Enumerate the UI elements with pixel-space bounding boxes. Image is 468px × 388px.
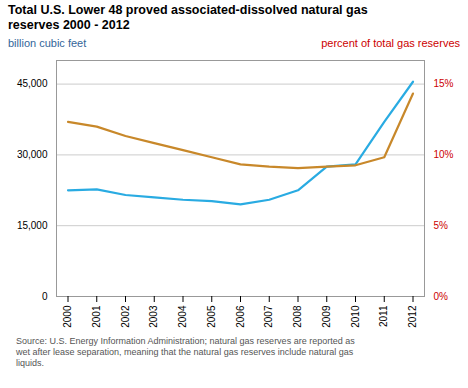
svg-text:0: 0 (42, 291, 48, 302)
html-text:Source: U.S. Energy Informatio: Source: U.S. Energy Information Administ… (16, 336, 355, 368)
svg-text:10%: 10% (434, 149, 454, 160)
svg-text:2000: 2000 (62, 305, 73, 328)
svg-text:2006: 2006 (235, 305, 246, 328)
html-text:percent of total gas reserves: percent of total gas reserves (321, 37, 460, 49)
svg-text:2007: 2007 (263, 305, 274, 328)
svg-text:2004: 2004 (177, 305, 188, 328)
svg-text:2011: 2011 (378, 305, 389, 327)
svg-text:45,000: 45,000 (17, 78, 48, 89)
svg-text:2009: 2009 (321, 305, 332, 328)
svg-text:0%: 0% (434, 291, 449, 302)
svg-text:2005: 2005 (206, 305, 217, 328)
svg-text:2001: 2001 (91, 305, 102, 328)
svg-text:15%: 15% (434, 78, 454, 89)
svg-text:15,000: 15,000 (17, 220, 48, 231)
svg-text:2010: 2010 (350, 305, 361, 328)
svg-text:5%: 5% (434, 220, 449, 231)
html-text:Total U.S. Lower 48 proved ass: Total U.S. Lower 48 proved associated-di… (8, 3, 368, 32)
svg-text:2003: 2003 (148, 305, 159, 328)
svg-text:30,000: 30,000 (17, 149, 48, 160)
html-text:billion cubic feet: billion cubic feet (8, 37, 87, 49)
svg-text:2012: 2012 (407, 305, 418, 328)
svg-text:2002: 2002 (120, 305, 131, 328)
svg-text:2008: 2008 (292, 305, 303, 328)
